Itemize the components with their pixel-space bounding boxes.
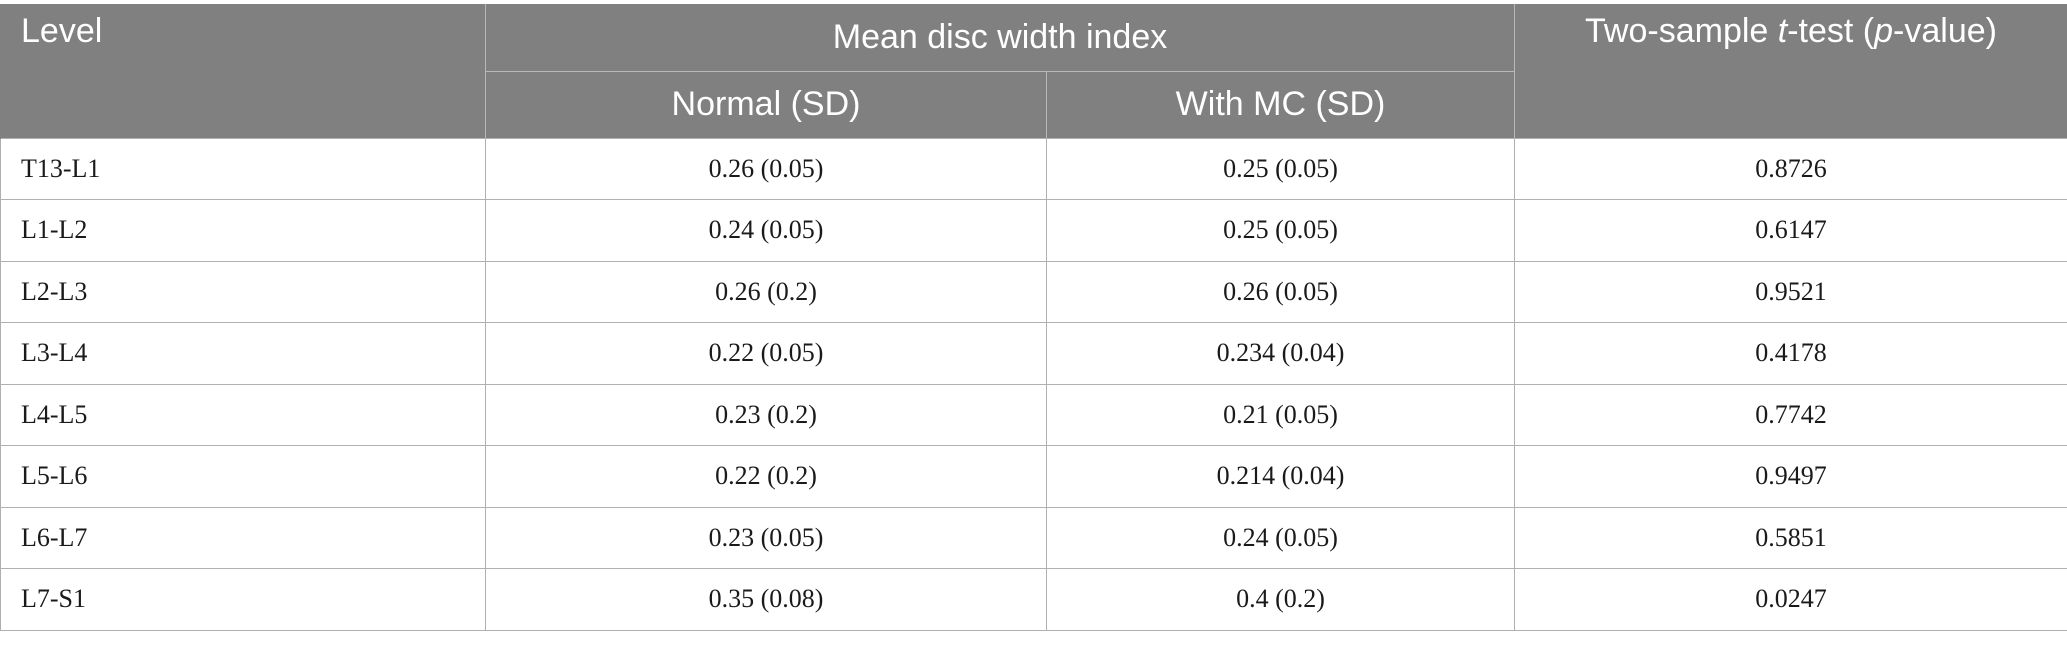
data-table-container: Level Mean disc width index Two-sample t… bbox=[0, 4, 2067, 631]
cell-level: L7-S1 bbox=[0, 568, 486, 631]
table-row: L6-L7 0.23 (0.05) 0.24 (0.05) 0.5851 bbox=[0, 506, 2067, 569]
table-row: L4-L5 0.23 (0.2) 0.21 (0.05) 0.7742 bbox=[0, 383, 2067, 446]
cell-normal: 0.24 (0.05) bbox=[485, 199, 1047, 262]
header-row-sub: Normal (SD) With MC (SD) bbox=[1, 71, 2067, 138]
cell-p-value: 0.4178 bbox=[1514, 322, 2067, 385]
cell-with-mc: 0.25 (0.05) bbox=[1045, 199, 1516, 262]
cell-p-value: 0.8726 bbox=[1514, 137, 2067, 200]
cell-normal: 0.22 (0.2) bbox=[485, 445, 1047, 508]
header-mean-disc-width-index: Mean disc width index bbox=[484, 4, 1516, 72]
table-row: L1-L2 0.24 (0.05) 0.25 (0.05) 0.6147 bbox=[0, 199, 2067, 262]
header-ttest-p: p bbox=[1874, 12, 1894, 50]
header-level: Level bbox=[0, 4, 486, 138]
cell-with-mc: 0.234 (0.04) bbox=[1045, 322, 1516, 385]
table-row: L3-L4 0.22 (0.05) 0.234 (0.04) 0.4178 bbox=[0, 322, 2067, 385]
cell-with-mc: 0.24 (0.05) bbox=[1045, 506, 1516, 569]
table-header: Level Mean disc width index Two-sample t… bbox=[0, 4, 2067, 138]
header-ttest-t: t bbox=[1777, 12, 1788, 50]
cell-normal: 0.35 (0.08) bbox=[485, 568, 1047, 631]
cell-with-mc: 0.26 (0.05) bbox=[1045, 260, 1516, 323]
cell-level: L4-L5 bbox=[0, 383, 486, 446]
cell-with-mc: 0.25 (0.05) bbox=[1045, 137, 1516, 200]
cell-p-value: 0.9521 bbox=[1514, 260, 2067, 323]
cell-with-mc: 0.21 (0.05) bbox=[1045, 383, 1516, 446]
cell-with-mc: 0.214 (0.04) bbox=[1045, 445, 1516, 508]
cell-normal: 0.22 (0.05) bbox=[485, 322, 1047, 385]
disc-width-table: Level Mean disc width index Two-sample t… bbox=[0, 4, 2067, 631]
cell-p-value: 0.0247 bbox=[1514, 568, 2067, 631]
cell-level: L3-L4 bbox=[0, 322, 486, 385]
cell-p-value: 0.5851 bbox=[1514, 506, 2067, 569]
cell-normal: 0.26 (0.05) bbox=[485, 137, 1047, 200]
table-body: T13-L1 0.26 (0.05) 0.25 (0.05) 0.8726 L1… bbox=[0, 137, 2067, 631]
header-ttest-prefix: Two-sample bbox=[1585, 12, 1778, 50]
cell-level: L5-L6 bbox=[0, 445, 486, 508]
header-row-top: Level Mean disc width index Two-sample t… bbox=[0, 4, 2067, 138]
cell-normal: 0.26 (0.2) bbox=[485, 260, 1047, 323]
header-ttest-suffix: -value) bbox=[1893, 12, 1997, 50]
header-ttest-mid: -test ( bbox=[1787, 12, 1875, 50]
cell-with-mc: 0.4 (0.2) bbox=[1045, 568, 1516, 631]
cell-level: L1-L2 bbox=[0, 199, 486, 262]
cell-normal: 0.23 (0.2) bbox=[485, 383, 1047, 446]
cell-p-value: 0.7742 bbox=[1514, 383, 2067, 446]
cell-normal: 0.23 (0.05) bbox=[485, 506, 1047, 569]
cell-p-value: 0.6147 bbox=[1514, 199, 2067, 262]
cell-level: T13-L1 bbox=[0, 137, 486, 200]
table-row: L2-L3 0.26 (0.2) 0.26 (0.05) 0.9521 bbox=[0, 260, 2067, 323]
cell-level: L6-L7 bbox=[0, 506, 486, 569]
cell-level: L2-L3 bbox=[0, 260, 486, 323]
header-with-mc-sd: With MC (SD) bbox=[1045, 71, 1516, 138]
cell-p-value: 0.9497 bbox=[1514, 445, 2067, 508]
table-row: T13-L1 0.26 (0.05) 0.25 (0.05) 0.8726 bbox=[0, 137, 2067, 200]
header-two-sample-t-test: Two-sample t-test (p-value) bbox=[1514, 4, 2067, 138]
table-row: L5-L6 0.22 (0.2) 0.214 (0.04) 0.9497 bbox=[0, 445, 2067, 508]
table-row: L7-S1 0.35 (0.08) 0.4 (0.2) 0.0247 bbox=[0, 568, 2067, 631]
header-normal-sd: Normal (SD) bbox=[485, 71, 1047, 138]
